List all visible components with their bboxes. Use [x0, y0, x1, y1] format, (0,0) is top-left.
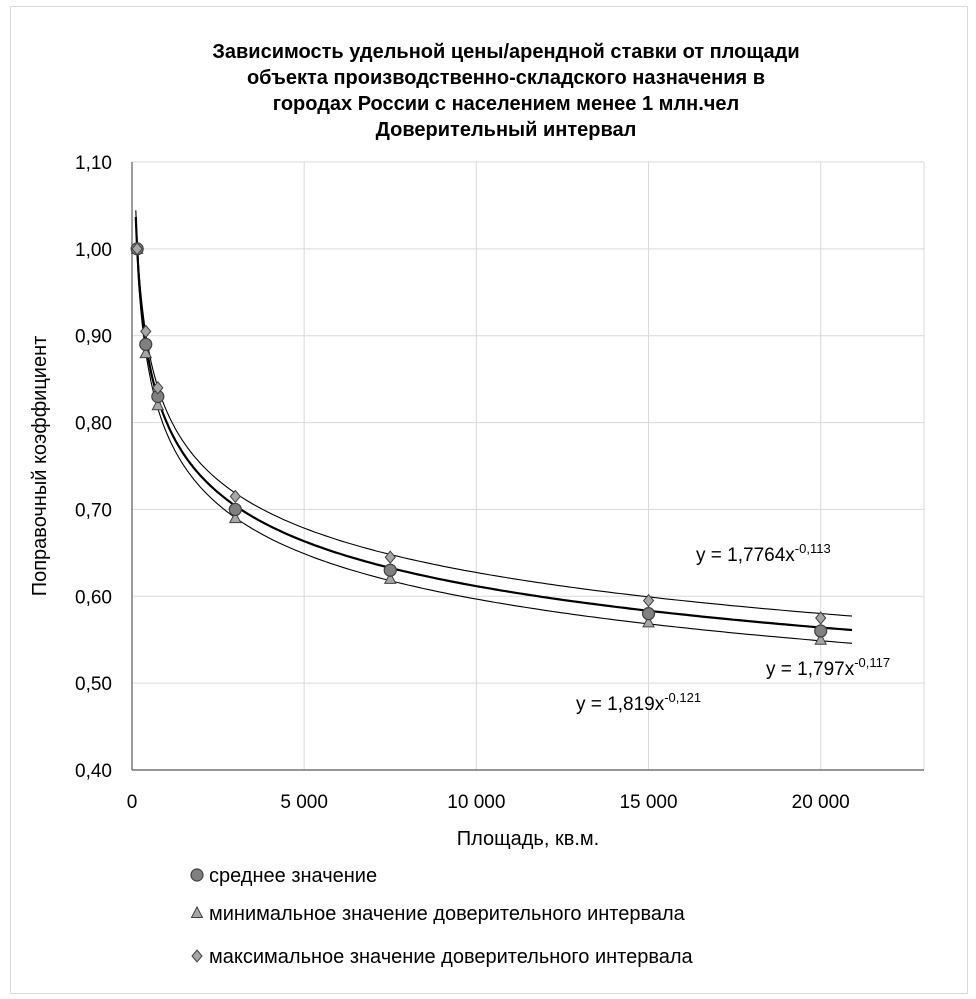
- legend-label: максимальное значение доверительного инт…: [209, 946, 694, 968]
- legend-label: минимальное значение доверительного инте…: [209, 903, 686, 925]
- data-point-min: [642, 615, 655, 628]
- x-tick-label: 5 000: [280, 792, 328, 813]
- data-point-mean: [814, 624, 828, 638]
- y-tick-label: 0,50: [75, 674, 112, 695]
- trend-equation-exponent: -0,121: [664, 690, 701, 705]
- trend-equation-exponent: -0,117: [854, 655, 890, 670]
- trend-equation-max: y = 1,7764x-0,113: [696, 541, 831, 566]
- y-tick-label: 0,80: [75, 414, 112, 435]
- y-tick-label: 0,60: [75, 587, 112, 608]
- y-axis-label: Поправочный коэффициент: [29, 336, 51, 597]
- data-point-min: [151, 398, 165, 411]
- chart-title-line: Доверительный интервал: [376, 119, 637, 141]
- trendline-mean: [134, 216, 853, 632]
- data-point-mean: [228, 502, 242, 517]
- trend-equation-base: y = 1,7764x: [696, 545, 795, 566]
- y-tick-label: 0,90: [75, 327, 112, 348]
- data-point-mean: [383, 563, 397, 577]
- x-tick-label: 10 000: [447, 792, 505, 813]
- legend-item-max: максимальное значение доверительного инт…: [191, 946, 694, 968]
- y-tick-label: 1,00: [75, 240, 112, 261]
- x-tick-label: 20 000: [792, 792, 850, 813]
- data-point-max: [642, 593, 655, 608]
- trend-equation-exponent: -0,113: [795, 541, 831, 556]
- legend-marker: [190, 868, 204, 882]
- data-point-min: [139, 346, 153, 359]
- x-tick-label: 0: [127, 792, 138, 813]
- data-point-mean: [139, 337, 153, 351]
- y-tick-label: 1,10: [75, 153, 112, 174]
- chart-title-line: Зависимость удельной цены/арендной ставк…: [212, 41, 799, 63]
- x-axis-label: Площадь, кв.м.: [457, 828, 599, 850]
- data-point-min: [383, 571, 397, 584]
- trendline-min: [135, 222, 853, 644]
- trend-equation-base: y = 1,819x: [576, 694, 665, 715]
- x-tick-label: 15 000: [619, 792, 677, 813]
- legend-marker: [191, 949, 203, 963]
- legend-marker: [190, 905, 204, 918]
- trend-equation-min: y = 1,819x-0,121: [576, 690, 701, 715]
- y-tick-label: 0,40: [75, 761, 112, 782]
- chart-title-line: городах России с населением менее 1 млн.…: [273, 93, 739, 115]
- data-point-max: [384, 550, 396, 564]
- data-point-max: [229, 489, 241, 504]
- data-point-min: [228, 511, 242, 524]
- legend-label: среднее значение: [209, 865, 377, 887]
- trend-equation-mean: y = 1,797x-0,117: [766, 655, 890, 680]
- trend-equation-base: y = 1,797x: [766, 659, 855, 680]
- chart-title-line: объекта производственно-складского назна…: [247, 67, 765, 89]
- legend-item-mean: среднее значение: [190, 865, 377, 887]
- y-tick-label: 0,70: [75, 500, 112, 521]
- data-point-max: [131, 242, 143, 256]
- data-point-min: [814, 632, 828, 645]
- data-point-max: [140, 324, 152, 339]
- chart-frame: [10, 6, 968, 994]
- data-point-max: [815, 611, 827, 625]
- data-point-mean: [641, 607, 656, 621]
- data-point-max: [152, 381, 164, 395]
- legend-item-min: минимальное значение доверительного инте…: [190, 903, 686, 925]
